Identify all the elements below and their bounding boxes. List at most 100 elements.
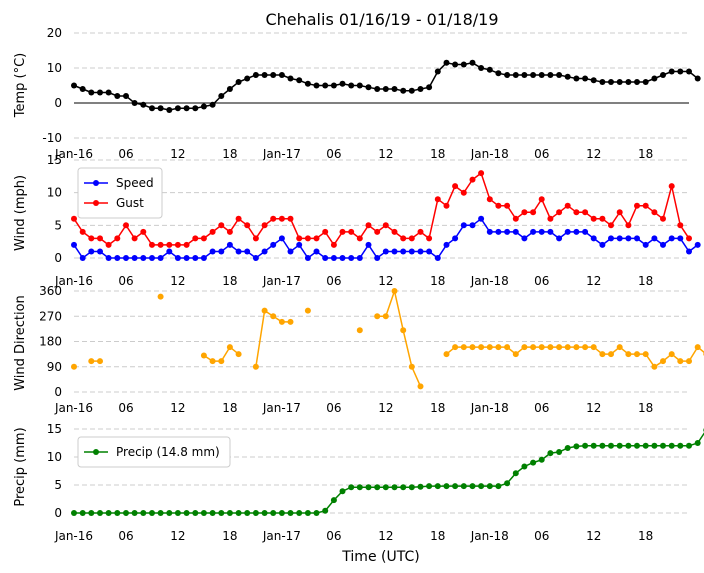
x-tick-label: Jan-18 xyxy=(470,529,509,543)
data-point xyxy=(417,86,424,92)
data-point xyxy=(209,101,216,108)
data-point xyxy=(209,228,216,235)
data-point xyxy=(634,79,640,85)
data-point xyxy=(105,89,112,96)
data-point xyxy=(348,228,355,235)
data-point xyxy=(694,440,701,446)
x-tick-label: 12 xyxy=(378,147,393,161)
data-point xyxy=(530,228,537,235)
data-point xyxy=(382,222,389,229)
x-tick-label: 06 xyxy=(326,401,341,415)
y-tick-label: 180 xyxy=(39,335,62,349)
y-tick-label: 15 xyxy=(47,153,62,167)
x-tick-label: 18 xyxy=(430,401,445,415)
data-point xyxy=(149,241,155,248)
data-point xyxy=(478,344,485,351)
data-point xyxy=(530,72,537,78)
y-tick-label: 270 xyxy=(39,309,62,323)
data-point xyxy=(123,93,129,99)
data-point xyxy=(512,470,519,477)
data-point xyxy=(140,101,147,108)
data-point xyxy=(356,255,363,261)
y-tick-label: -10 xyxy=(42,131,62,145)
x-tick-label: Jan-16 xyxy=(54,147,93,161)
data-point xyxy=(183,105,190,112)
y-tick-label: 10 xyxy=(47,61,62,75)
panel-precip: Precip (mm) 0 5 10 15 Jan-16 06 12 18 Jan-17 06 12 1… xyxy=(13,422,704,543)
panel-temp: Temp (°C) -10 0 10 20 Jan-16 06 12 18 Jan-17 06 12 1… xyxy=(13,26,701,161)
data-point xyxy=(547,450,554,457)
data-point xyxy=(504,228,511,235)
data-point xyxy=(88,510,95,516)
data-point xyxy=(573,75,580,82)
data-point xyxy=(677,442,684,449)
data-point xyxy=(668,183,675,190)
data-point xyxy=(183,255,190,261)
data-point xyxy=(296,235,303,242)
data-point xyxy=(434,255,441,261)
x-tick-label: 18 xyxy=(222,147,237,161)
data-point xyxy=(686,442,692,449)
data-point xyxy=(486,228,493,235)
data-point xyxy=(261,72,268,78)
data-point xyxy=(564,344,571,351)
data-point xyxy=(625,351,632,358)
data-point xyxy=(261,510,268,516)
data-point xyxy=(408,484,415,491)
data-point xyxy=(460,344,467,351)
data-point xyxy=(642,79,649,85)
data-point xyxy=(417,228,424,235)
data-point xyxy=(235,79,242,85)
data-point xyxy=(564,228,571,235)
data-point xyxy=(651,75,658,82)
data-point xyxy=(625,442,632,449)
data-point xyxy=(469,59,476,66)
data-point xyxy=(365,222,372,229)
data-point xyxy=(556,72,563,78)
data-point xyxy=(339,228,346,235)
data-point xyxy=(651,209,658,216)
data-point xyxy=(313,510,320,516)
x-tick-label: 12 xyxy=(170,529,185,543)
data-point xyxy=(408,235,415,242)
data-point xyxy=(278,72,285,78)
data-point xyxy=(235,248,242,255)
data-point xyxy=(322,82,329,89)
x-tick-label: 18 xyxy=(430,147,445,161)
x-tick-label: 12 xyxy=(586,147,601,161)
series-precip-0 xyxy=(71,428,704,516)
data-point xyxy=(209,248,216,255)
data-point xyxy=(200,235,207,242)
data-point xyxy=(270,72,277,78)
data-point xyxy=(547,215,554,222)
data-point xyxy=(495,70,502,77)
data-point xyxy=(512,72,519,78)
data-point xyxy=(192,510,199,516)
data-point xyxy=(88,89,95,96)
data-point xyxy=(634,442,640,449)
data-point xyxy=(443,351,450,358)
data-point xyxy=(166,248,173,255)
x-tick-label: 06 xyxy=(118,401,133,415)
data-point xyxy=(226,344,233,351)
data-point xyxy=(582,344,589,351)
legend-box xyxy=(77,436,231,468)
data-point xyxy=(521,72,528,78)
data-point xyxy=(261,248,268,255)
data-point xyxy=(677,235,684,242)
data-point xyxy=(417,483,424,490)
data-point xyxy=(426,483,433,490)
data-point xyxy=(452,183,459,190)
data-point xyxy=(642,202,649,209)
data-point xyxy=(131,255,138,261)
data-point xyxy=(278,510,285,516)
data-point xyxy=(287,248,294,255)
data-point xyxy=(460,61,467,68)
data-point xyxy=(391,248,398,255)
data-point xyxy=(192,235,199,242)
x-tick-label: Jan-18 xyxy=(470,401,509,415)
data-point xyxy=(71,241,77,248)
data-point xyxy=(452,235,459,242)
data-point xyxy=(504,480,511,487)
data-point xyxy=(391,86,398,92)
